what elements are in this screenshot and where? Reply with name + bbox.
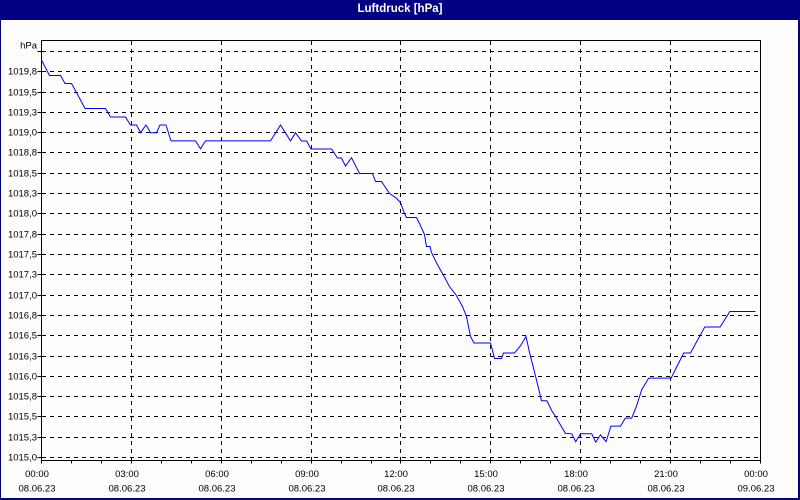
svg-text:12:00: 12:00 [384,469,408,480]
svg-text:03:00: 03:00 [115,469,139,480]
svg-text:15:00: 15:00 [474,469,498,480]
svg-text:1019,8: 1019,8 [8,67,37,78]
svg-text:1017,5: 1017,5 [8,250,37,261]
svg-text:08.06.23: 08.06.23 [558,484,595,495]
svg-text:1016,8: 1016,8 [8,311,37,322]
svg-text:1018,3: 1018,3 [8,189,37,200]
svg-text:09.06.23: 09.06.23 [738,484,775,495]
svg-text:1019,0: 1019,0 [8,128,37,139]
svg-text:1015,3: 1015,3 [8,433,37,444]
svg-text:00:00: 00:00 [25,469,49,480]
svg-text:1017,0: 1017,0 [8,291,37,302]
svg-text:hPa: hPa [20,41,38,52]
svg-text:18:00: 18:00 [564,469,588,480]
svg-text:1016,0: 1016,0 [8,372,37,383]
svg-text:06:00: 06:00 [205,469,229,480]
svg-text:1018,8: 1018,8 [8,148,37,159]
svg-text:08.06.23: 08.06.23 [19,484,56,495]
svg-text:1015,8: 1015,8 [8,392,37,403]
svg-text:00:00: 00:00 [744,469,768,480]
svg-text:1016,5: 1016,5 [8,331,37,342]
svg-text:08.06.23: 08.06.23 [109,484,146,495]
svg-text:1017,8: 1017,8 [8,230,37,241]
svg-text:1016,3: 1016,3 [8,352,37,363]
svg-text:1017,3: 1017,3 [8,270,37,281]
svg-text:08.06.23: 08.06.23 [289,484,326,495]
svg-text:21:00: 21:00 [654,469,678,480]
svg-text:1019,3: 1019,3 [8,108,37,119]
svg-text:1015,0: 1015,0 [8,453,37,464]
svg-text:1018,0: 1018,0 [8,209,37,220]
svg-text:1019,5: 1019,5 [8,88,37,99]
svg-text:08.06.23: 08.06.23 [378,484,415,495]
svg-text:08.06.23: 08.06.23 [468,484,505,495]
svg-text:08.06.23: 08.06.23 [648,484,685,495]
svg-text:1018,5: 1018,5 [8,169,37,180]
svg-text:1015,5: 1015,5 [8,412,37,423]
svg-text:09:00: 09:00 [295,469,319,480]
svg-text:08.06.23: 08.06.23 [199,484,236,495]
